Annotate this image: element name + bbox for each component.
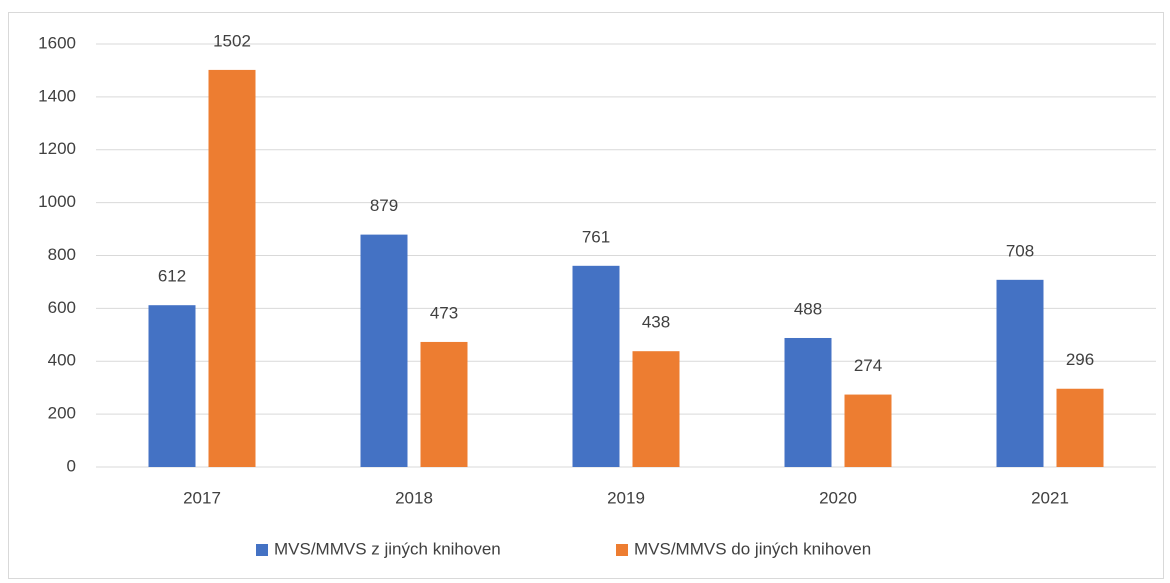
data-label: 1502 xyxy=(213,31,251,50)
x-tick-label: 2018 xyxy=(395,488,433,507)
bar xyxy=(360,234,408,467)
data-label: 438 xyxy=(642,313,670,332)
y-tick-label: 1000 xyxy=(38,192,76,211)
bar xyxy=(572,265,620,467)
legend-swatch xyxy=(616,544,628,556)
y-tick-label: 600 xyxy=(48,298,76,317)
legend-label: MVS/MMVS z jiných knihoven xyxy=(274,539,501,558)
y-tick-label: 1200 xyxy=(38,139,76,158)
y-tick-label: 200 xyxy=(48,404,76,423)
data-label: 488 xyxy=(794,299,822,318)
data-label: 761 xyxy=(582,227,610,246)
y-tick-label: 0 xyxy=(67,456,76,475)
y-tick-label: 800 xyxy=(48,245,76,264)
bar xyxy=(632,351,680,467)
data-label: 274 xyxy=(854,356,882,375)
data-label: 612 xyxy=(158,267,186,286)
data-label: 879 xyxy=(370,196,398,215)
bar xyxy=(1056,388,1104,467)
x-tick-label: 2017 xyxy=(183,488,221,507)
x-tick-label: 2020 xyxy=(819,488,857,507)
legend-label: MVS/MMVS do jiných knihoven xyxy=(634,539,871,558)
bar xyxy=(208,69,256,467)
bar xyxy=(784,337,832,467)
bar xyxy=(420,341,468,467)
legend-swatch xyxy=(256,544,268,556)
y-tick-label: 400 xyxy=(48,351,76,370)
y-tick-label: 1400 xyxy=(38,86,76,105)
x-tick-label: 2019 xyxy=(607,488,645,507)
bar xyxy=(844,394,892,467)
x-tick-label: 2021 xyxy=(1031,488,1069,507)
y-tick-label: 1600 xyxy=(38,33,76,52)
data-label: 296 xyxy=(1066,350,1094,369)
data-label: 473 xyxy=(430,303,458,322)
data-label: 708 xyxy=(1006,241,1034,260)
bar xyxy=(148,305,196,467)
bar xyxy=(996,279,1044,467)
